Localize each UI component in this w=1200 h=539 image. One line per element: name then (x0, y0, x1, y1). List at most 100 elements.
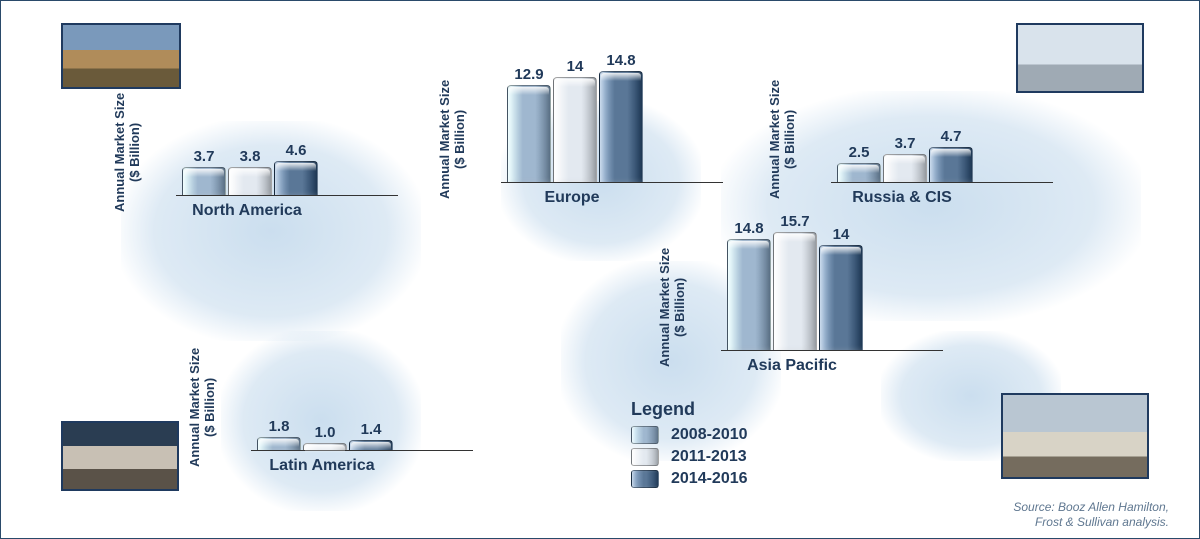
region-chart: Annual Market Size($ Billion)2.53.74.7Ru… (831, 63, 973, 207)
bar (553, 77, 597, 182)
bar (257, 437, 301, 451)
bar (182, 167, 226, 195)
bar (228, 167, 272, 196)
bars-row: 14.815.714 (721, 231, 863, 351)
bar-value-label: 3.7 (895, 135, 916, 152)
source-attribution: Source: Booz Allen Hamilton,Frost & Sull… (1013, 500, 1169, 530)
bar-value-label: 1.4 (361, 421, 382, 438)
bar (727, 239, 771, 350)
photo-placeholder (63, 25, 179, 87)
highspeed-train-photo (1016, 23, 1144, 93)
region-label: Latin America (251, 457, 393, 475)
y-axis-label-line2: ($ Billion) (202, 348, 217, 467)
legend-row: 2008-2010 (631, 426, 748, 444)
bar-wrap: 14.8 (727, 220, 771, 350)
y-axis-label: Annual Market Size($ Billion) (437, 80, 467, 199)
bar-value-label: 15.7 (780, 213, 809, 230)
legend-row: 2014-2016 (631, 470, 748, 488)
bar (349, 440, 393, 451)
bar-wrap: 14 (819, 226, 863, 350)
legend-label: 2014-2016 (671, 470, 748, 488)
region-label: Asia Pacific (721, 357, 863, 375)
source-line2: Frost & Sullivan analysis. (1035, 515, 1169, 529)
bar-value-label: 2.5 (849, 144, 870, 161)
bar-value-label: 1.8 (269, 418, 290, 435)
bar-wrap: 4.6 (274, 142, 318, 196)
legend: Legend 2008-2010 2011-2013 2014-2016 (631, 399, 748, 492)
bar-value-label: 14.8 (606, 52, 635, 69)
bar-wrap: 14 (553, 58, 597, 182)
y-axis-label: Annual Market Size($ Billion) (187, 348, 217, 467)
baseline (251, 450, 473, 451)
y-axis-label-line1: Annual Market Size (112, 93, 127, 212)
bar-wrap: 2.5 (837, 144, 881, 182)
legend-swatch (631, 470, 659, 488)
y-axis-label-line2: ($ Billion) (127, 93, 142, 212)
y-axis-label: Annual Market Size($ Billion) (767, 80, 797, 199)
legend-swatch (631, 448, 659, 466)
region-chart: Annual Market Size($ Billion)3.73.84.6No… (176, 76, 318, 220)
photo-placeholder (1003, 395, 1147, 477)
bar-wrap: 3.7 (883, 135, 927, 182)
bar-value-label: 12.9 (514, 66, 543, 83)
bar-wrap: 3.7 (182, 148, 226, 195)
bar-wrap: 4.7 (929, 128, 973, 182)
bar-value-label: 14.8 (734, 220, 763, 237)
bar-wrap: 1.8 (257, 418, 301, 451)
y-axis-label-line2: ($ Billion) (782, 80, 797, 199)
y-axis-label-line1: Annual Market Size (657, 248, 672, 367)
bar-value-label: 4.7 (941, 128, 962, 145)
bar (819, 245, 863, 350)
legend-swatch (631, 426, 659, 444)
region-chart: Annual Market Size($ Billion)14.815.714A… (721, 231, 863, 375)
bar (303, 443, 347, 451)
bar-wrap: 1.4 (349, 421, 393, 451)
photo-placeholder (63, 423, 177, 489)
y-axis-label-line2: ($ Billion) (452, 80, 467, 199)
region-label: North America (176, 202, 318, 220)
bar (507, 85, 551, 182)
bar-value-label: 1.0 (315, 424, 336, 441)
region-label: Europe (501, 189, 643, 207)
bar-wrap: 12.9 (507, 66, 551, 182)
y-axis-label-line1: Annual Market Size (437, 80, 452, 199)
metro-train-photo (1001, 393, 1149, 479)
bars-row: 3.7 3.8 4.6 (176, 76, 318, 196)
legend-label: 2011-2013 (671, 448, 747, 466)
bars-row: 2.5 3.7 4.7 (831, 63, 973, 183)
bar-wrap: 14.8 (599, 52, 643, 182)
bar (773, 232, 817, 350)
baseline (501, 182, 723, 183)
light-rail-photo (61, 421, 179, 491)
y-axis-label-line1: Annual Market Size (767, 80, 782, 199)
bar (837, 163, 881, 182)
freight-train-photo (61, 23, 181, 89)
y-axis-label-line1: Annual Market Size (187, 348, 202, 467)
bar-wrap: 3.8 (228, 148, 272, 196)
bar-wrap: 1.0 (303, 424, 347, 451)
bars-row: 1.8 1.0 1.4 (251, 331, 393, 451)
photo-placeholder (1018, 25, 1142, 91)
region-label: Russia & CIS (831, 189, 973, 207)
infographic-canvas: Annual Market Size($ Billion)3.73.84.6No… (0, 0, 1200, 539)
baseline (721, 350, 943, 351)
y-axis-label-line2: ($ Billion) (672, 248, 687, 367)
region-chart: Annual Market Size($ Billion)12.91414.8E… (501, 63, 643, 207)
y-axis-label: Annual Market Size($ Billion) (112, 93, 142, 212)
bar (599, 71, 643, 182)
bar-value-label: 14 (567, 58, 584, 75)
bar-value-label: 14 (833, 226, 850, 243)
bar-value-label: 3.7 (194, 148, 215, 165)
legend-title: Legend (631, 399, 748, 420)
bar (929, 147, 973, 182)
bar (883, 154, 927, 182)
baseline (176, 195, 398, 196)
y-axis-label: Annual Market Size($ Billion) (657, 248, 687, 367)
bar-wrap: 15.7 (773, 213, 817, 350)
bars-row: 12.91414.8 (501, 63, 643, 183)
bar-value-label: 4.6 (286, 142, 307, 159)
legend-row: 2011-2013 (631, 448, 748, 466)
bar-value-label: 3.8 (240, 148, 261, 165)
bar (274, 161, 318, 196)
region-chart: Annual Market Size($ Billion)1.81.01.4La… (251, 331, 393, 475)
